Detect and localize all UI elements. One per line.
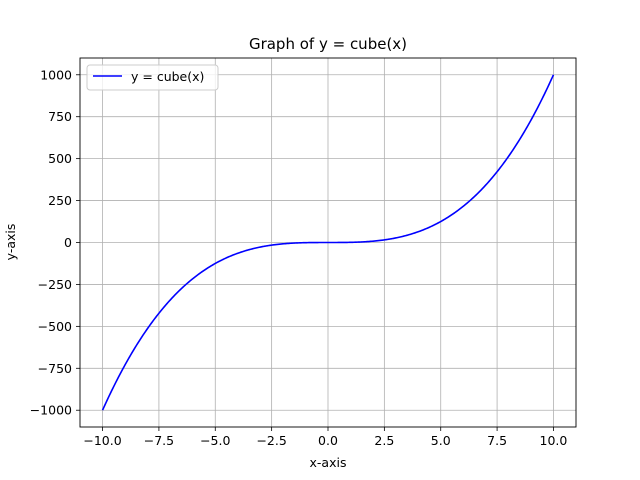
chart-title: Graph of y = cube(x) [249, 35, 407, 53]
y-tick-label: 750 [48, 109, 72, 124]
y-tick-label: 500 [48, 151, 72, 166]
y-tick-label: −250 [38, 277, 72, 292]
x-tick-label: 5.0 [431, 433, 451, 448]
y-tick-label: −500 [38, 319, 72, 334]
x-tick-label: 0.0 [318, 433, 338, 448]
series-layer [101, 74, 555, 411]
x-tick-label: −7.5 [144, 433, 174, 448]
y-tick-label: 1000 [40, 67, 72, 82]
x-tick-label: −10.0 [83, 433, 121, 448]
y-tick-label: −1000 [30, 403, 72, 418]
x-ticks: −10.0 −7.5 −5.0 −2.5 0.0 2.5 5.0 7.5 10.0 [83, 427, 567, 448]
x-tick-label: 7.5 [487, 433, 507, 448]
y-ticks: −1000 −750 −500 −250 0 250 500 750 1000 [30, 67, 80, 418]
series-line [101, 74, 555, 411]
x-tick-label: −5.0 [200, 433, 230, 448]
legend: y = cube(x) [86, 64, 219, 91]
legend-box [86, 64, 219, 91]
x-axis-label: x-axis [310, 455, 347, 470]
y-tick-label: −750 [38, 361, 72, 376]
x-tick-label: 10.0 [540, 433, 568, 448]
y-tick-label: 0 [64, 235, 72, 250]
x-tick-label: −2.5 [256, 433, 286, 448]
y-axis-label: y-axis [3, 224, 18, 261]
legend-label: y = cube(x) [131, 69, 204, 84]
y-tick-label: 250 [48, 193, 72, 208]
x-tick-label: 2.5 [374, 433, 394, 448]
